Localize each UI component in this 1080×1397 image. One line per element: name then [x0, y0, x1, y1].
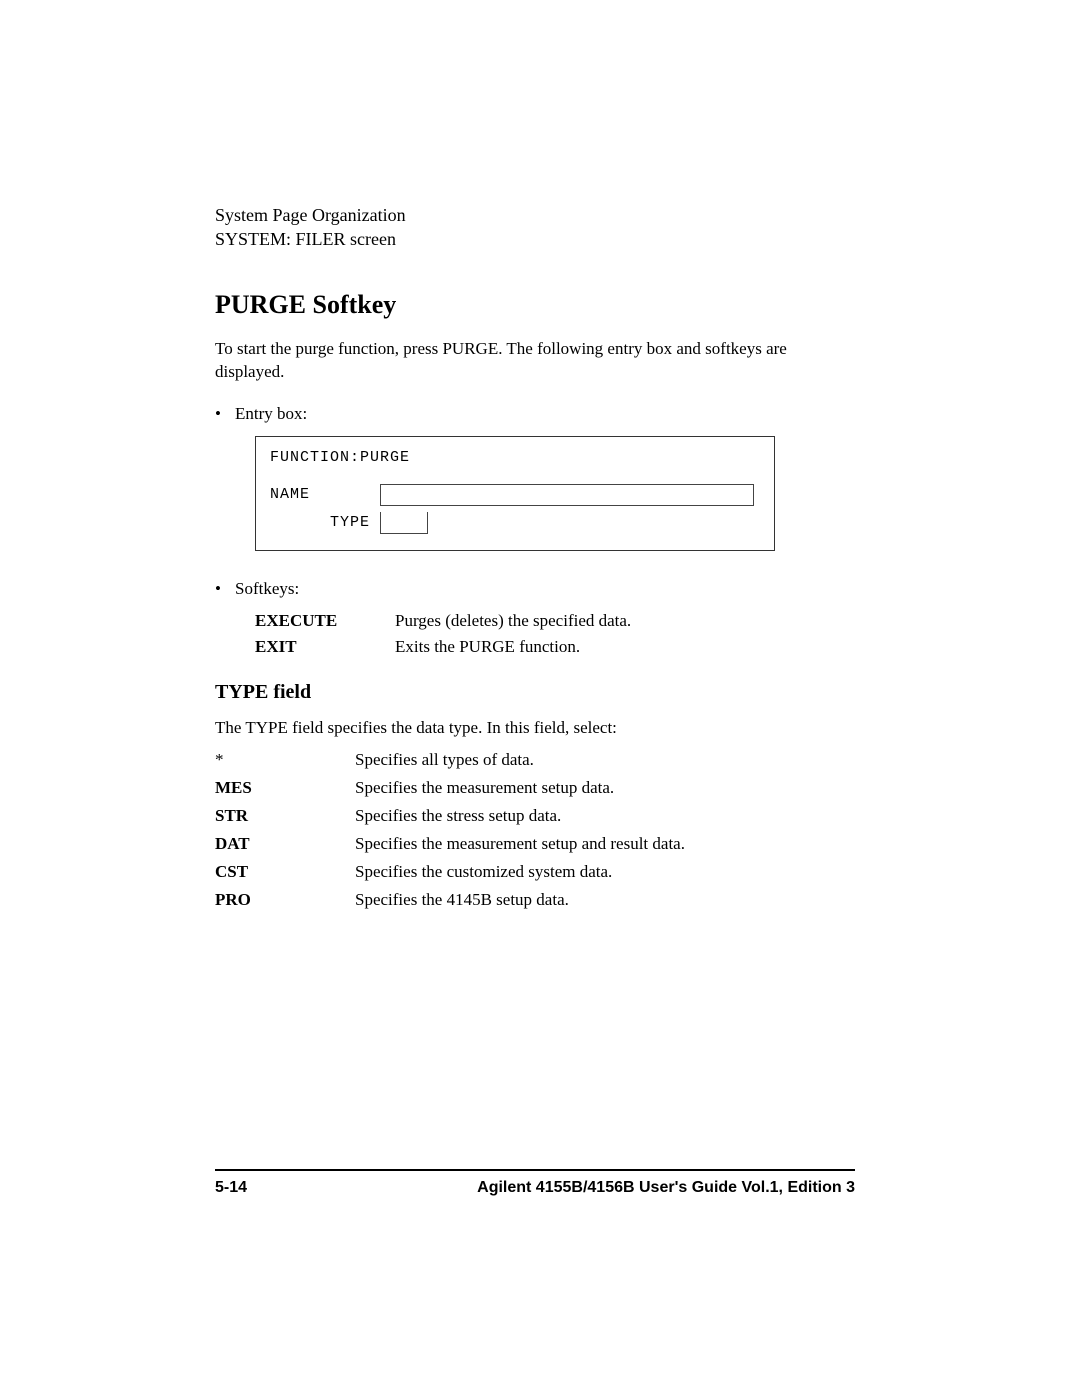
type-key: MES	[215, 778, 355, 798]
page-content: System Page Organization SYSTEM: FILER s…	[215, 205, 855, 918]
page-number: 5-14	[215, 1179, 247, 1197]
footer-row: 5-14 Agilent 4155B/4156B User's Guide Vo…	[215, 1179, 855, 1197]
entry-box-diagram: FUNCTION:PURGE NAME TYPE	[255, 436, 775, 551]
page-footer: 5-14 Agilent 4155B/4156B User's Guide Vo…	[215, 1169, 855, 1197]
type-row: PRO Specifies the 4145B setup data.	[215, 890, 855, 910]
softkey-row: EXECUTE Purges (deletes) the specified d…	[255, 611, 855, 631]
bullet-icon: •	[215, 579, 235, 599]
type-row: CST Specifies the customized system data…	[215, 862, 855, 882]
type-desc: Specifies the measurement setup data.	[355, 778, 614, 798]
footer-title: Agilent 4155B/4156B User's Guide Vol.1, …	[477, 1179, 855, 1197]
type-desc: Specifies the 4145B setup data.	[355, 890, 569, 910]
type-row: DAT Specifies the measurement setup and …	[215, 834, 855, 854]
softkey-desc: Purges (deletes) the specified data.	[395, 611, 631, 631]
entry-function-label: FUNCTION:PURGE	[270, 449, 760, 466]
type-list: * Specifies all types of data. MES Speci…	[215, 750, 855, 910]
header-line-2: SYSTEM: FILER screen	[215, 229, 855, 250]
footer-rule	[215, 1169, 855, 1171]
entry-name-row: NAME	[270, 484, 760, 506]
sub-heading: TYPE field	[215, 681, 855, 704]
softkey-name: EXECUTE	[255, 611, 395, 631]
type-key: CST	[215, 862, 355, 882]
softkey-desc: Exits the PURGE function.	[395, 637, 580, 657]
bullet-icon: •	[215, 404, 235, 424]
softkey-row: EXIT Exits the PURGE function.	[255, 637, 855, 657]
type-desc: Specifies all types of data.	[355, 750, 534, 770]
softkey-name: EXIT	[255, 637, 395, 657]
type-key: PRO	[215, 890, 355, 910]
entry-name-field	[380, 484, 754, 506]
type-row: * Specifies all types of data.	[215, 750, 855, 770]
type-row: MES Specifies the measurement setup data…	[215, 778, 855, 798]
type-intro: The TYPE field specifies the data type. …	[215, 718, 855, 738]
type-key: *	[215, 750, 355, 770]
bullet-softkeys-label: Softkeys:	[235, 579, 299, 599]
type-key: STR	[215, 806, 355, 826]
entry-type-field	[380, 512, 428, 534]
type-desc: Specifies the stress setup data.	[355, 806, 561, 826]
bullet-entry-box: • Entry box:	[215, 404, 855, 424]
type-desc: Specifies the measurement setup and resu…	[355, 834, 685, 854]
entry-type-row: TYPE	[270, 512, 760, 534]
type-desc: Specifies the customized system data.	[355, 862, 612, 882]
entry-type-label: TYPE	[270, 514, 380, 531]
entry-name-label: NAME	[270, 486, 380, 503]
softkeys-list: EXECUTE Purges (deletes) the specified d…	[255, 611, 855, 657]
intro-paragraph: To start the purge function, press PURGE…	[215, 338, 855, 384]
header-line-1: System Page Organization	[215, 205, 855, 226]
type-row: STR Specifies the stress setup data.	[215, 806, 855, 826]
type-key: DAT	[215, 834, 355, 854]
bullet-softkeys: • Softkeys:	[215, 579, 855, 599]
bullet-entry-box-label: Entry box:	[235, 404, 307, 424]
main-heading: PURGE Softkey	[215, 290, 855, 320]
